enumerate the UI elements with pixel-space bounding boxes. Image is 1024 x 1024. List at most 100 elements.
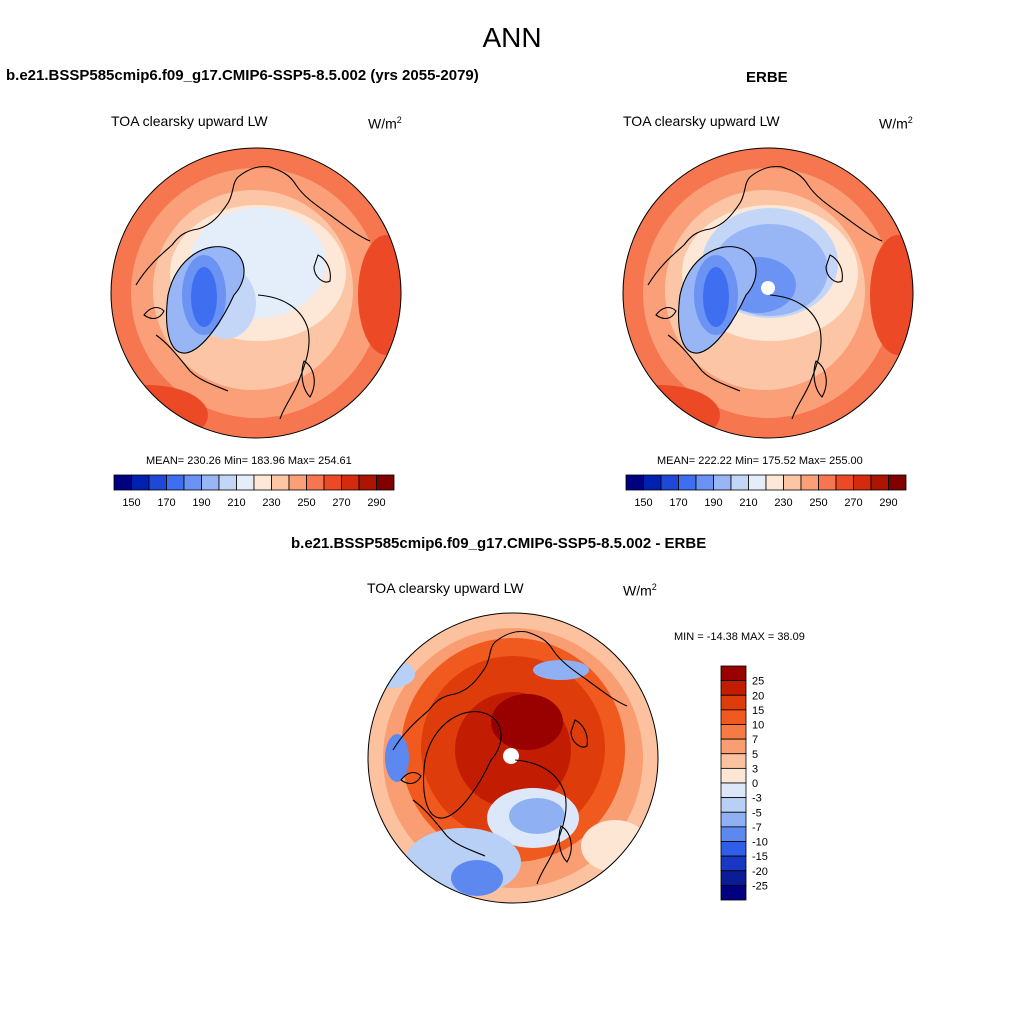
diff-colorbar-tick-label: -20 <box>752 866 768 878</box>
diff-panel-title: b.e21.BSSP585cmip6.f09_g17.CMIP6-SSP5-8.… <box>291 535 707 552</box>
diff-colorbar-tick-label: -7 <box>752 822 762 834</box>
model-colorbar-tick-label: 210 <box>227 497 245 509</box>
diff-colorbar-box <box>720 724 747 740</box>
obs-colorbar-box <box>870 474 889 491</box>
obs-polar-map <box>622 147 914 439</box>
diff-colorbar-box <box>720 870 747 886</box>
model-colorbar-box <box>218 474 237 491</box>
model-colorbar-box <box>201 474 220 491</box>
diff-colorbar-box <box>720 782 747 799</box>
diff-colorbar-tick-label: -3 <box>752 793 762 805</box>
obs-colorbar-box <box>783 474 802 491</box>
map-border <box>622 147 914 439</box>
model-colorbar-box <box>148 474 167 491</box>
model-colorbar-box <box>288 474 307 491</box>
model-colorbar-box <box>271 474 290 491</box>
model-colorbar-box <box>358 474 377 491</box>
diff-colorbar-box <box>720 797 747 813</box>
obs-colorbar-box <box>835 474 854 491</box>
diff-colorbar-tick-label: 0 <box>752 778 758 790</box>
model-colorbar-box <box>166 474 185 491</box>
model-units: W/m2 <box>368 115 402 132</box>
model-stats: MEAN= 230.26 Min= 183.96 Max= 254.61 <box>146 455 352 467</box>
obs-panel-title: ERBE <box>746 69 788 86</box>
model-colorbar-box <box>113 474 132 491</box>
obs-colorbar-tick-label: 170 <box>669 497 687 509</box>
model-colorbar-box <box>131 474 150 491</box>
diff-colorbar-box <box>720 694 747 711</box>
diff-polar-map <box>367 612 659 904</box>
diff-colorbar-box <box>720 738 747 755</box>
obs-units: W/m2 <box>879 115 913 132</box>
model-colorbar-tick-label: 150 <box>122 497 140 509</box>
map-border <box>367 612 659 904</box>
obs-colorbar-box <box>730 474 749 491</box>
diff-stats: MIN = -14.38 MAX = 38.09 <box>674 631 805 643</box>
diff-units: W/m2 <box>623 582 657 599</box>
obs-colorbar-tick-label: 290 <box>879 497 897 509</box>
obs-colorbar-box <box>800 474 819 491</box>
model-colorbar-tick-label: 290 <box>367 497 385 509</box>
model-colorbar-tick-label: 230 <box>262 497 280 509</box>
model-colorbar-box <box>253 474 272 491</box>
model-colorbar-box <box>376 474 395 491</box>
model-colorbar-box <box>341 474 360 491</box>
model-colorbar: 150 170 190 210 230 250 270 290 <box>113 474 395 509</box>
coastline <box>392 630 628 885</box>
diff-colorbar-tick-label: 3 <box>752 763 758 775</box>
diff-colorbar-box <box>720 767 747 784</box>
diff-variable-title: TOA clearsky upward LW <box>367 580 524 596</box>
model-colorbar-tick-label: 170 <box>157 497 175 509</box>
diff-colorbar-tick-label: 5 <box>752 749 758 761</box>
diff-colorbar-tick-label: 25 <box>752 676 764 688</box>
obs-colorbar-box <box>748 474 767 491</box>
model-colorbar-box <box>323 474 342 491</box>
obs-colorbar-tick-label: 210 <box>739 497 757 509</box>
model-panel-title: b.e21.BSSP585cmip6.f09_g17.CMIP6-SSP5-8.… <box>6 67 479 84</box>
diff-colorbar-box <box>720 811 747 828</box>
model-polar-map <box>110 147 402 439</box>
model-variable-title: TOA clearsky upward LW <box>111 113 268 129</box>
diff-colorbar-box <box>720 855 747 872</box>
diff-colorbar-tick-label: -10 <box>752 837 768 849</box>
model-colorbar-tick-label: 190 <box>192 497 210 509</box>
obs-colorbar-tick-label: 230 <box>774 497 792 509</box>
diff-colorbar-tick-label: 20 <box>752 690 764 702</box>
diff-colorbar: 25 20 15 10 7 5 3 0 -3 -5 -7 -10 -15 -20 -25 <box>720 665 768 901</box>
diff-colorbar-box <box>720 709 747 725</box>
map-border <box>110 147 402 439</box>
coastline <box>135 165 371 420</box>
diff-colorbar-tick-label: 10 <box>752 720 764 732</box>
model-colorbar-box <box>183 474 202 491</box>
obs-colorbar-box <box>818 474 837 491</box>
obs-colorbar-box <box>643 474 662 491</box>
model-colorbar-box <box>306 474 325 491</box>
obs-colorbar-box <box>660 474 679 491</box>
obs-variable-title: TOA clearsky upward LW <box>623 113 780 129</box>
obs-colorbar-tick-label: 190 <box>704 497 722 509</box>
obs-colorbar-box <box>678 474 697 491</box>
diff-colorbar-box <box>720 884 747 901</box>
obs-colorbar-tick-label: 270 <box>844 497 862 509</box>
model-colorbar-tick-label: 270 <box>332 497 350 509</box>
diff-colorbar-tick-label: 7 <box>752 734 758 746</box>
model-colorbar-tick-label: 250 <box>297 497 315 509</box>
diff-colorbar-box <box>720 680 747 696</box>
diff-colorbar-tick-label: 15 <box>752 705 764 717</box>
diff-colorbar-tick-label: -5 <box>752 807 762 819</box>
obs-colorbar-box <box>888 474 907 491</box>
obs-colorbar-tick-label: 250 <box>809 497 827 509</box>
obs-colorbar-box <box>713 474 732 491</box>
obs-colorbar: 150 170 190 210 230 250 270 290 <box>625 474 907 509</box>
obs-colorbar-box <box>695 474 714 491</box>
obs-colorbar-box <box>625 474 644 491</box>
diff-colorbar-box <box>720 826 747 842</box>
obs-colorbar-box <box>765 474 784 491</box>
figure-title: ANN <box>482 22 542 53</box>
diff-colorbar-box <box>720 665 747 682</box>
model-colorbar-box <box>236 474 255 491</box>
coastline <box>647 165 883 420</box>
diff-colorbar-box <box>720 753 747 769</box>
obs-colorbar-tick-label: 150 <box>634 497 652 509</box>
diff-colorbar-tick-label: -15 <box>752 851 768 863</box>
